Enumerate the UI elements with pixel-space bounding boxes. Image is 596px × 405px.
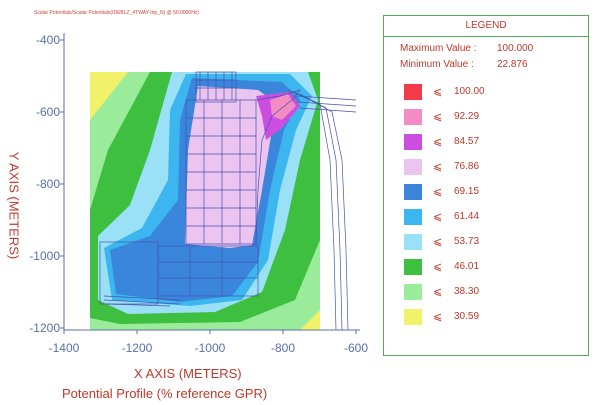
x-axis-label: X AXIS (METERS) [134,366,242,381]
x-tick-label: -600 [344,341,368,355]
legend-le-symbol: ⩽ [433,311,443,323]
legend-swatch [404,284,422,300]
band-76-86 [185,86,278,248]
legend-swatch [404,134,422,150]
min-value-label: Minimum Value : [400,59,474,70]
legend-level-value: 76.86 [454,161,480,172]
potential-field [90,72,320,330]
legend-swatch [404,309,422,325]
x-tick-label: -1000 [195,341,226,355]
legend-swatch [404,234,422,250]
legend-le-symbol: ⩽ [433,136,443,148]
plot-header: Scalar Potentials/Scalar Potentials(IDEB… [34,10,199,16]
max-value-row: Maximum Value : 100.000 [400,43,533,54]
legend-swatch [404,109,422,125]
legend-swatch [404,209,422,225]
y-tick-label: -400 [36,33,60,47]
y-tick-label: -600 [36,105,60,119]
legend-level-value: 92.29 [454,111,480,122]
legend-level-value: 30.59 [454,311,480,322]
legend-level-value: 46.01 [454,261,480,272]
legend-swatch [404,159,422,175]
legend-le-symbol: ⩽ [433,261,443,273]
legend-title: LEGEND [384,16,588,37]
max-value-label: Maximum Value : [400,43,477,54]
legend-level-value: 84.57 [454,136,480,147]
grounding-grid [99,71,357,331]
legend-swatch [404,259,422,275]
legend-level-value: 100.00 [454,86,485,97]
chart-title: Potential Profile (% reference GPR) [62,386,268,401]
min-value: 22.876 [497,59,528,70]
legend-le-symbol: ⩽ [433,236,443,248]
legend-level-value: 61.44 [454,211,480,222]
x-tick-label: -800 [271,341,295,355]
x-tick-label: -1400 [49,341,80,355]
min-value-row: Minimum Value : 22.876 [400,59,528,70]
legend-le-symbol: ⩽ [433,86,443,98]
legend-level-value: 53.73 [454,236,480,247]
legend-le-symbol: ⩽ [433,211,443,223]
y-tick-label: -800 [36,177,60,191]
axes [63,33,360,331]
legend-le-symbol: ⩽ [433,186,443,198]
legend-le-symbol: ⩽ [433,161,443,173]
legend-swatch [404,184,422,200]
x-tick-label: -1200 [122,341,153,355]
x-ticks: -1400 -1200 -1000 -800 -600 [49,330,368,355]
legend-swatch [404,84,422,100]
legend-level-value: 38.30 [454,286,480,297]
y-ticks: -400 -600 -800 -1000 -1200 [29,33,64,335]
y-axis-label: Y AXIS (METERS) [6,151,22,260]
y-tick-label: -1000 [29,249,60,263]
legend-le-symbol: ⩽ [433,286,443,298]
max-value: 100.000 [497,43,534,54]
y-tick-label: -1200 [29,321,60,335]
legend-le-symbol: ⩽ [433,111,443,123]
legend-level-value: 69.15 [454,186,480,197]
legend: LEGEND Maximum Value : 100.000 Minimum V… [383,15,589,356]
